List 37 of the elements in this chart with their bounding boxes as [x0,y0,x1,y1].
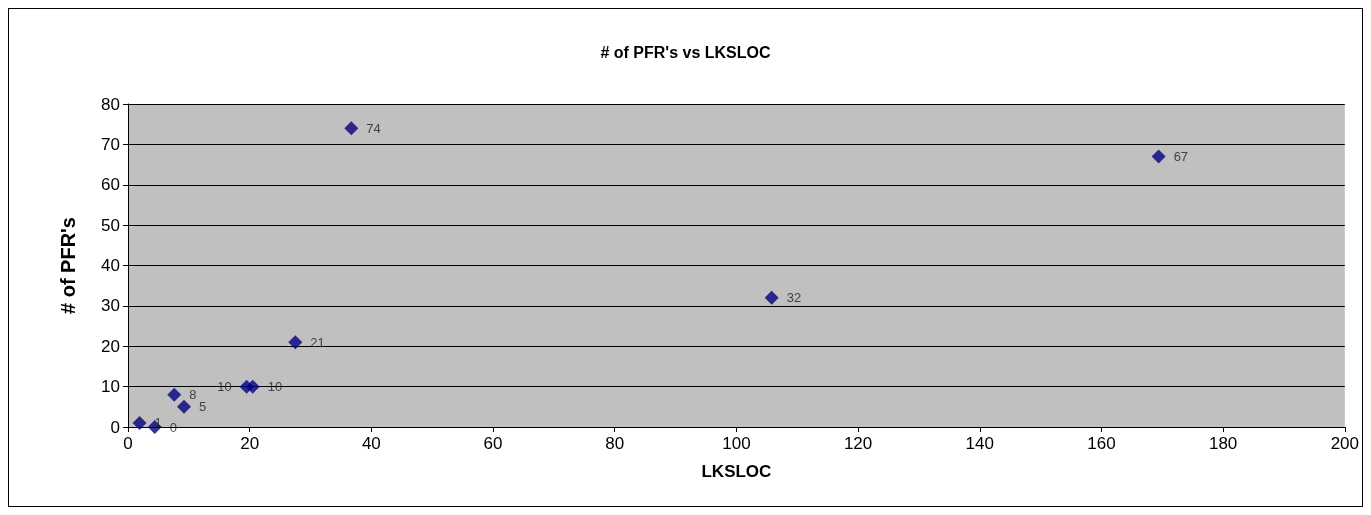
y-tick-label: 30 [101,296,120,316]
data-label: 67 [1173,148,1189,164]
y-tick-label: 20 [101,336,120,356]
data-label: 21 [310,334,325,350]
y-tick-label: 50 [101,215,120,235]
x-tick-label: 120 [843,434,873,453]
y-tick-label: 0 [110,417,120,437]
point [176,399,191,414]
y-tick-label: 70 [101,134,120,154]
x-tick-label: 180 [1208,434,1238,453]
y-tick-label: 60 [101,175,120,195]
point [245,379,260,394]
x-tick-label: 100 [722,434,751,453]
x-tick-label: 60 [483,434,503,453]
x-axis-title: LKSLOC [701,462,772,481]
data-label: 5 [198,399,207,415]
x-tick-label: 200 [1330,434,1360,453]
x-tick-label: 20 [240,434,260,453]
point [764,290,779,305]
y-tick-label: 10 [101,377,120,397]
y-tick-label: 40 [101,256,120,275]
y-tick-label: 80 [101,94,120,114]
data-label: 8 [189,387,197,403]
y-axis-title: # of PFR's [57,217,79,314]
x-tick-label: 40 [361,434,381,453]
point [1151,149,1166,164]
point [132,415,147,430]
x-tick-label: 80 [605,434,625,453]
point [167,387,182,402]
data-label: 32 [786,290,802,306]
x-tick-label: 160 [1087,434,1116,453]
data-label: 74 [366,120,381,136]
x-tick-label: 0 [123,434,133,453]
point [344,121,359,136]
point [288,335,303,350]
x-tick-label: 140 [965,434,994,453]
chart-title: # of PFR's vs LKSLOC [600,43,771,61]
